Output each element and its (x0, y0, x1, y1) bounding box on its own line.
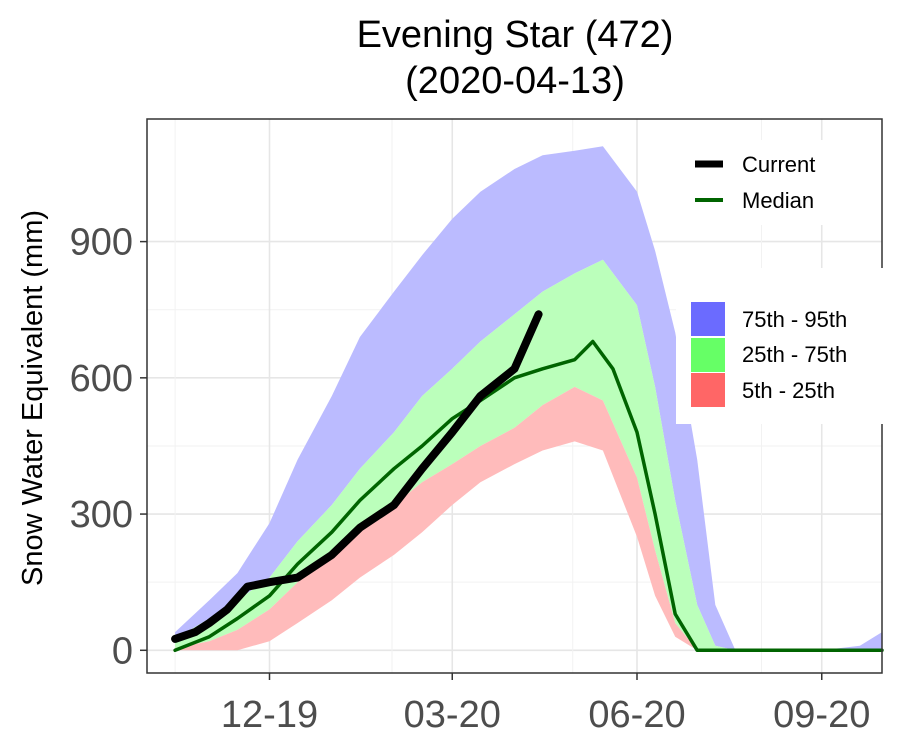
legend-median-label: Median (742, 188, 814, 213)
band-5-25 (175, 386, 883, 651)
chart-subtitle: (2020-04-13) (405, 60, 625, 102)
legend-75-95-label: 75th - 95th (742, 307, 847, 332)
x-tick-label: 09-20 (773, 694, 870, 736)
chart-title: Evening Star (472) (357, 14, 674, 56)
legend-lines-background (676, 140, 851, 225)
y-tick-label: 300 (70, 494, 133, 536)
band-75-95 (175, 146, 883, 651)
legend-current-label: Current (742, 152, 815, 177)
axis-ticks: 0 300 600 900 12-19 03-20 06-20 09-20 (70, 222, 871, 736)
y-tick-label: 600 (70, 358, 133, 400)
x-tick-label: 03-20 (404, 694, 501, 736)
y-axis-label: Snow Water Equivalent (mm) (17, 210, 49, 586)
legend-25-75-label: 25th - 75th (742, 342, 847, 367)
y-tick-label: 900 (70, 222, 133, 264)
legend-lines: Current Median (676, 140, 851, 225)
x-tick-label: 12-19 (221, 694, 318, 736)
series-lines (171, 310, 884, 653)
legend-5-25-swatch (691, 373, 725, 407)
series-line-current (171, 310, 543, 643)
legend-75-95-swatch (691, 302, 725, 336)
legend-bands: 75th - 95th 25th - 75th 5th - 25th (676, 268, 886, 424)
legend-25-75-swatch (691, 338, 725, 372)
y-tick-label: 0 (112, 630, 133, 672)
series-line-median (173, 339, 884, 653)
x-tick-label: 06-20 (588, 694, 685, 736)
legend-5-25-label: 5th - 25th (742, 378, 835, 403)
